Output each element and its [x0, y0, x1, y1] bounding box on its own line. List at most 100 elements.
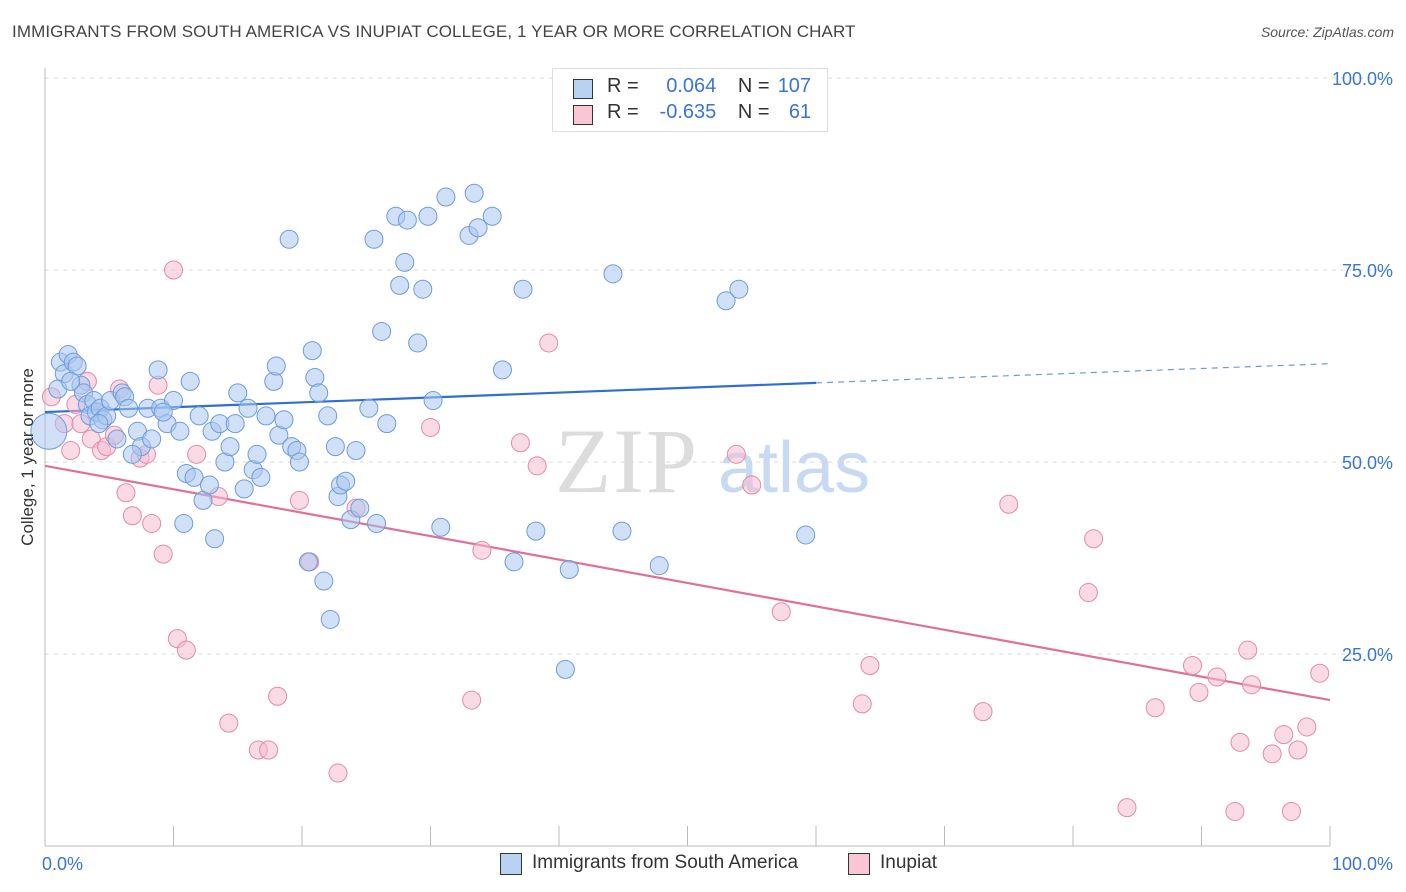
grid-lines — [45, 77, 1395, 655]
y-tick-label: 100.0% — [1332, 69, 1393, 89]
inupiat-point — [1078, 583, 1098, 603]
immigrants-point — [314, 571, 334, 591]
immigrants-point — [390, 275, 410, 295]
inupiat-point — [1297, 717, 1317, 737]
watermark-zip: ZIP — [555, 410, 699, 512]
immigrants-point — [320, 609, 340, 629]
immigrants-point — [225, 414, 245, 434]
immigrants-point — [431, 517, 451, 537]
inupiat-point — [268, 686, 288, 706]
pink-n-value: 61 — [788, 101, 812, 123]
immigrants-point — [513, 279, 533, 299]
immigrants-point — [234, 479, 254, 499]
inupiat-point — [1145, 698, 1165, 718]
pink-swatch — [573, 105, 593, 125]
immigrants-point — [247, 444, 267, 464]
inupiat-point — [176, 640, 196, 660]
immigrants-point — [359, 398, 379, 418]
immigrants-point — [302, 341, 322, 361]
inupiat-point — [61, 440, 81, 460]
immigrants-swatch — [500, 853, 522, 875]
immigrants-point — [526, 521, 546, 541]
inupiat-point — [1225, 801, 1245, 821]
immigrants-point — [220, 437, 240, 457]
pink-r-label: R = — [607, 101, 639, 123]
pink-r-value: -0.635 — [659, 101, 717, 123]
inupiat-point — [462, 690, 482, 710]
inupiat-point — [999, 494, 1019, 514]
x-tick-label: 100.0% — [1332, 854, 1393, 874]
immigrants-point — [119, 398, 139, 418]
inupiat-point — [421, 417, 440, 437]
blue-n-value: 107 — [777, 75, 812, 97]
immigrants-point — [559, 560, 579, 580]
immigrants-points — [30, 183, 816, 679]
inupiat-point — [1183, 656, 1203, 676]
immigrants-point — [418, 206, 438, 226]
immigrants-point — [107, 429, 127, 449]
immigrants-point — [413, 279, 433, 299]
tick-labels: 100.0% 75.0% 50.0% 25.0% 0.0% 100.0% — [42, 69, 1393, 874]
inupiat-point — [187, 444, 207, 464]
immigrants-point — [266, 356, 286, 376]
watermark-atlas: atlas — [718, 428, 870, 508]
inupiat-point — [164, 260, 183, 280]
inupiat-point — [726, 444, 746, 464]
immigrants-point — [238, 398, 258, 418]
immigrants-point — [170, 421, 190, 441]
inupiat-point — [1189, 682, 1209, 702]
inupiat-points — [41, 260, 1330, 821]
inupiat-point — [1274, 725, 1294, 745]
inupiat-point — [219, 713, 239, 733]
inupiat-swatch — [848, 853, 870, 875]
inupiat-point — [1242, 675, 1262, 695]
inupiat-point — [1084, 529, 1104, 549]
immigrants-trend-extension — [815, 363, 1331, 384]
immigrants-point — [205, 529, 225, 549]
immigrants-point — [468, 218, 488, 238]
immigrants-point — [649, 556, 669, 576]
immigrants-point — [61, 371, 81, 391]
immigrants-point — [436, 187, 456, 207]
inupiat-point — [860, 656, 880, 676]
immigrants-point — [289, 452, 309, 472]
inupiat-point — [852, 694, 872, 714]
immigrants-point — [142, 429, 162, 449]
immigrants-point — [504, 552, 524, 572]
immigrants-point — [397, 210, 417, 230]
chart-title: IMMIGRANTS FROM SOUTH AMERICA VS INUPIAT… — [12, 22, 856, 41]
immigrants-point — [482, 206, 502, 226]
inupiat-point — [1117, 798, 1137, 818]
immigrants-point — [89, 414, 109, 434]
immigrants-point — [274, 410, 294, 430]
inupiat-point — [527, 456, 547, 476]
immigrants-point — [228, 383, 248, 403]
inupiat-point — [539, 333, 559, 353]
inupiat-point — [153, 544, 173, 564]
immigrants-point — [367, 513, 387, 533]
immigrants-point — [184, 467, 204, 487]
inupiat-point — [771, 602, 791, 622]
immigrants-point — [336, 471, 356, 491]
inupiat-point — [1281, 801, 1301, 821]
immigrants-point — [256, 406, 276, 426]
inupiat-point — [1238, 640, 1258, 660]
immigrants-point — [325, 437, 345, 457]
immigrants-point — [180, 371, 200, 391]
series-legend: Immigrants from South America Inupiat — [0, 850, 1406, 878]
inupiat-point — [1262, 744, 1282, 764]
immigrants-point — [377, 414, 397, 434]
immigrants-point — [364, 229, 384, 249]
inupiat-point — [510, 433, 530, 453]
source-label: Source: ZipAtlas.com — [1260, 24, 1394, 40]
inupiat-point — [1230, 732, 1250, 752]
immigrants-point — [464, 183, 484, 203]
inupiat-point — [328, 763, 348, 783]
blue-r-value: 0.064 — [666, 75, 717, 97]
immigrants-point — [199, 475, 219, 495]
immigrants-point — [603, 264, 623, 284]
y-tick-label: 25.0% — [1342, 645, 1393, 665]
inupiat-trend-line — [44, 464, 1331, 702]
correlation-legend: R = 0.064 N = 107 R = -0.635 N = 61 — [552, 68, 828, 132]
